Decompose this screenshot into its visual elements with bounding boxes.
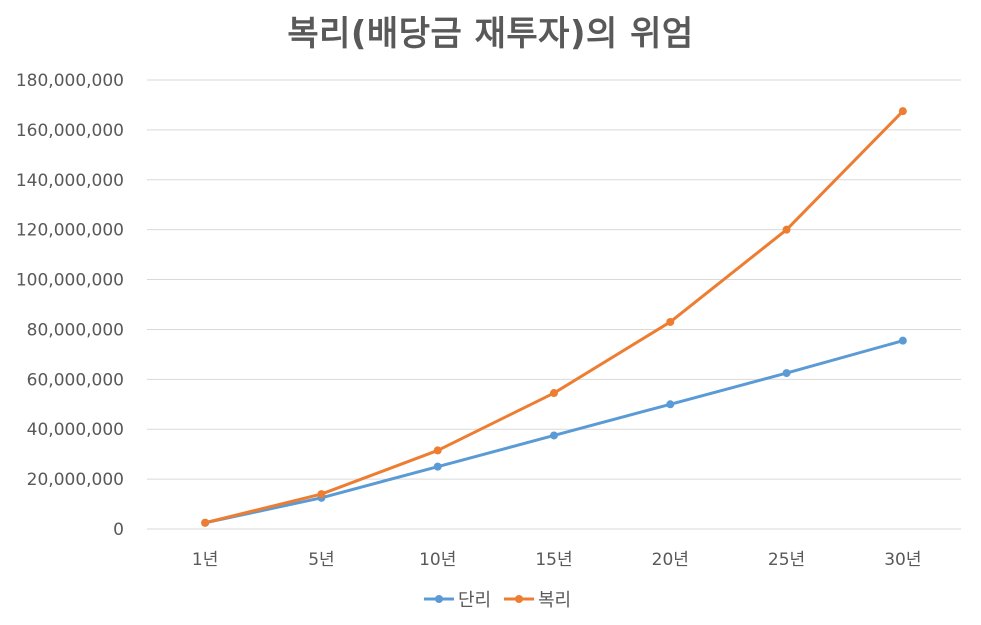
y-tick-label: 100,000,000 xyxy=(16,271,124,291)
x-tick-label: 1년 xyxy=(192,550,218,570)
legend-label: 단리 xyxy=(458,590,491,611)
y-tick-label: 140,000,000 xyxy=(16,171,124,191)
x-tick-label: 30년 xyxy=(884,550,921,570)
legend-swatch-marker xyxy=(435,595,443,603)
data-point xyxy=(201,518,210,527)
y-tick-label: 20,000,000 xyxy=(27,470,124,490)
data-point xyxy=(433,462,442,471)
series-line-2 xyxy=(204,110,904,525)
x-tick-label: 20년 xyxy=(652,550,689,570)
data-point xyxy=(782,225,791,234)
data-point xyxy=(666,400,675,409)
legend-label: 복리 xyxy=(538,590,571,611)
data-point xyxy=(433,446,442,455)
x-tick-label: 5년 xyxy=(308,550,334,570)
data-point xyxy=(898,107,907,116)
x-tick-label: 10년 xyxy=(419,550,456,570)
data-point xyxy=(317,490,326,499)
chart-title: 복리(배당금 재투자)의 위엄 xyxy=(287,14,694,54)
legend-swatch-marker xyxy=(515,595,523,603)
data-point xyxy=(666,317,675,326)
data-point xyxy=(550,431,558,440)
y-tick-label: 80,000,000 xyxy=(27,320,124,340)
y-tick-label: 160,000,000 xyxy=(16,121,124,141)
y-tick-label: 0 xyxy=(113,520,124,540)
data-point xyxy=(898,336,907,345)
y-tick-label: 180,000,000 xyxy=(16,71,124,91)
x-tick-label: 25년 xyxy=(768,550,805,570)
data-point xyxy=(782,369,791,378)
y-tick-label: 40,000,000 xyxy=(27,420,124,440)
y-tick-label: 60,000,000 xyxy=(27,370,124,390)
x-tick-label: 15년 xyxy=(535,550,572,570)
y-tick-label: 120,000,000 xyxy=(16,221,124,241)
data-point xyxy=(550,389,558,398)
